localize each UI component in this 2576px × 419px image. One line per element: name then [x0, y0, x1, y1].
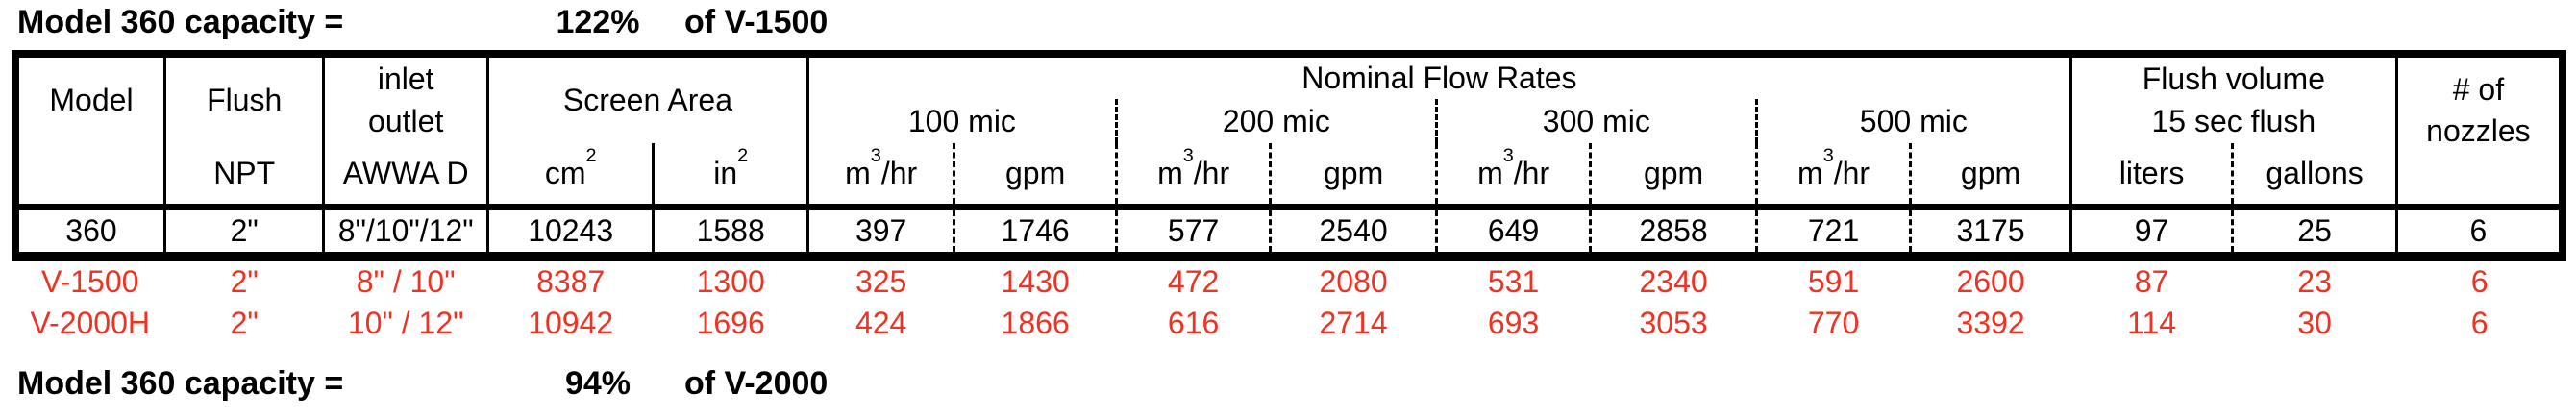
inlet-outlet-line2: outlet — [368, 103, 444, 138]
model-cell: V-2000H — [30, 306, 150, 341]
gallons-cell: 23 — [2297, 263, 2332, 299]
screen-cm2-cell: 10942 — [528, 306, 614, 341]
model-cell: V-1500 — [41, 263, 139, 299]
flow-unit-m3hr-100: m3/hr — [805, 143, 954, 210]
mic-group-500: 500 mic — [1754, 99, 2071, 144]
capacity-note-top: Model 360 capacity = 122% of V-1500 — [0, 4, 2576, 40]
liters-cell: 114 — [2127, 306, 2177, 341]
screen-in2-cell: 1300 — [696, 263, 765, 299]
flow-value-cell: 693 — [1487, 306, 1540, 341]
nozzles-header: # of nozzles — [2394, 49, 2566, 210]
capacity-note-label: Model 360 capacity = — [17, 4, 344, 40]
flow-unit-gpm-500: gpm — [1909, 143, 2071, 210]
header-row-units: NPT AWWA D cm2 in2 m3/hr gpm m3/hr gpm m… — [11, 143, 2563, 210]
model-cell: 360 — [11, 207, 165, 261]
screen-cm2-cell: 8387 — [536, 263, 606, 299]
capacity-note-value: 94% — [564, 365, 632, 402]
flow-value-cell: 397 — [805, 207, 954, 261]
flow-unit-m3hr-200: m3/hr — [1114, 143, 1271, 210]
inlet-outlet-cell: 10" / 12" — [347, 306, 464, 341]
flow-value-cell: 770 — [1807, 306, 1860, 341]
nozzles-line2: nozzles — [2426, 113, 2531, 149]
mic-group-300: 300 mic — [1434, 99, 1757, 144]
nozzles-line1: # of — [2452, 72, 2505, 107]
nominal-flow-rates-header: Nominal Flow Rates — [805, 49, 2071, 100]
flow-value-cell: 616 — [1167, 306, 1220, 341]
screen-in2-cell: 1588 — [652, 207, 808, 261]
filter-comparison-table: Model Flush inlet outlet Screen Area Nom… — [11, 49, 2566, 345]
mic-group-100: 100 mic — [805, 99, 1117, 144]
mic-group-200: 200 mic — [1114, 99, 1437, 144]
inlet-outlet-header: inlet outlet — [322, 49, 488, 144]
screen-in2-cell: 1696 — [696, 306, 765, 341]
flow-value-cell: 3053 — [1639, 306, 1708, 341]
flow-value-cell: 2714 — [1319, 306, 1388, 341]
flush-cell: 2" — [230, 263, 259, 299]
flow-value-cell: 472 — [1167, 263, 1220, 299]
screen-area-header: Screen Area — [485, 49, 808, 144]
capacity-note-label: Model 360 capacity = — [17, 365, 344, 402]
flow-value-cell: 2340 — [1639, 263, 1708, 299]
flow-value-cell: 1866 — [1001, 306, 1070, 341]
inlet-outlet-cell: 8" / 10" — [356, 263, 456, 299]
flow-value-cell: 1430 — [1001, 263, 1070, 299]
flow-value-cell: 591 — [1807, 263, 1860, 299]
flow-unit-gpm-200: gpm — [1269, 143, 1437, 210]
gallons-cell: 25 — [2231, 207, 2397, 261]
flow-value-cell: 3175 — [1909, 207, 2071, 261]
flush-cell: 2" — [230, 306, 259, 341]
flush-volume-unit-gallons: gallons — [2231, 143, 2397, 210]
flush-unit-npt: NPT — [162, 143, 324, 210]
liters-cell: 87 — [2134, 263, 2169, 299]
flow-value-cell: 577 — [1114, 207, 1271, 261]
table-row-v2000h: V-2000H 2" 10" / 12" 10942 1696 424 1866… — [15, 303, 2563, 345]
flow-value-cell: 2600 — [1956, 263, 2025, 299]
flush-volume-header: Flush volume 15 sec flush — [2068, 49, 2397, 144]
flow-unit-gpm-100: gpm — [953, 143, 1117, 210]
model-header: Model — [11, 49, 165, 144]
capacity-note-bottom: Model 360 capacity = 94% of V-2000 — [0, 365, 2576, 402]
flow-value-cell: 3392 — [1956, 306, 2025, 341]
flow-value-cell: 325 — [855, 263, 907, 299]
flow-value-cell: 2858 — [1589, 207, 1757, 261]
flush-volume-line1: Flush volume — [2142, 62, 2325, 97]
nozzles-cell: 6 — [2470, 263, 2489, 299]
model-unit-empty-cell — [11, 143, 165, 210]
nozzles-cell: 6 — [2394, 207, 2566, 261]
liters-cell: 97 — [2068, 207, 2233, 261]
flow-value-cell: 1746 — [953, 207, 1117, 261]
flow-value-cell: 2540 — [1269, 207, 1437, 261]
flush-cell: 2" — [162, 207, 324, 261]
capacity-note-value: 122% — [556, 4, 640, 40]
table-row-v1500: V-1500 2" 8" / 10" 8387 1300 325 1430 47… — [15, 257, 2563, 303]
flow-unit-gpm-300: gpm — [1589, 143, 1757, 210]
capacity-note-suffix: of V-2000 — [684, 365, 829, 402]
flow-value-cell: 424 — [855, 306, 907, 341]
flush-volume-line2: 15 sec flush — [2151, 103, 2316, 138]
header-row-groups: Model Flush inlet outlet Screen Area Nom… — [11, 49, 2566, 210]
inlet-outlet-line1: inlet — [377, 62, 434, 97]
table-row-model-360: 360 2" 8"/10"/12" 10243 1588 397 1746 57… — [11, 207, 2566, 261]
inlet-outlet-cell: 8"/10"/12" — [322, 207, 488, 261]
flow-value-cell: 531 — [1487, 263, 1540, 299]
capacity-note-suffix: of V-1500 — [684, 4, 829, 40]
inlet-outlet-unit-awwa: AWWA D — [322, 143, 488, 210]
flow-unit-m3hr-300: m3/hr — [1434, 143, 1591, 210]
screen-area-unit-cm2: cm2 — [485, 143, 654, 210]
flush-header: Flush — [162, 49, 324, 144]
flow-value-cell: 721 — [1754, 207, 1911, 261]
flow-value-cell: 649 — [1434, 207, 1591, 261]
flush-volume-unit-liters: liters — [2068, 143, 2233, 210]
header-row-microns: 100 mic 200 mic 300 mic 500 mic — [15, 99, 2563, 144]
screen-cm2-cell: 10243 — [485, 207, 654, 261]
gallons-cell: 30 — [2297, 306, 2332, 341]
flow-unit-m3hr-500: m3/hr — [1754, 143, 1911, 210]
nozzles-cell: 6 — [2470, 306, 2489, 341]
screen-area-unit-in2: in2 — [652, 143, 808, 210]
flow-value-cell: 2080 — [1319, 263, 1388, 299]
